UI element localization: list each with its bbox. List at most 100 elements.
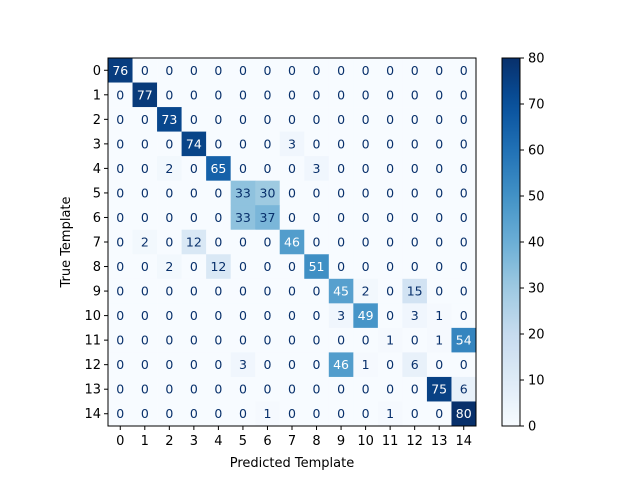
cell-value-label: 0 (165, 308, 173, 323)
cell-value-label: 0 (460, 112, 468, 127)
cell-value-label: 0 (460, 357, 468, 372)
cell-value-label: 0 (435, 161, 443, 176)
heatmap-cell (206, 107, 231, 132)
cell-value-label: 0 (337, 161, 345, 176)
y-tick-label: 1 (93, 88, 101, 103)
heatmap-cell (132, 352, 158, 378)
heatmap-cell (132, 229, 158, 255)
cell-value-label: 0 (141, 308, 149, 323)
heatmap-cell (426, 352, 452, 378)
heatmap-cell (426, 156, 452, 181)
cell-value-label: 0 (386, 308, 394, 323)
cell-value-label: 0 (190, 382, 198, 397)
cell-value-label: 0 (116, 161, 124, 176)
cell-value-label: 77 (137, 87, 153, 102)
cell-value-label: 0 (411, 112, 419, 127)
heatmap-cell (402, 303, 428, 329)
cell-value-label: 0 (337, 259, 345, 274)
heatmap-cell (108, 278, 133, 304)
cell-value-label: 0 (288, 210, 296, 225)
heatmap-cell (157, 327, 182, 353)
heatmap-cell (157, 82, 182, 108)
heatmap-cell (206, 376, 231, 402)
cell-value-label: 0 (386, 357, 394, 372)
cell-value-label: 0 (386, 284, 394, 299)
heatmap-cell (377, 156, 403, 181)
cell-value-label: 0 (288, 357, 296, 372)
heatmap-cell (132, 376, 158, 402)
heatmap-cell (132, 58, 158, 83)
heatmap-cell (328, 352, 354, 378)
cell-value-label: 0 (214, 87, 222, 102)
cell-value-label: 0 (288, 185, 296, 200)
cell-value-label: 0 (263, 87, 271, 102)
heatmap-cell (353, 303, 379, 329)
y-tick-label: 6 (93, 211, 101, 226)
heatmap-cell (279, 131, 305, 157)
heatmap-cell (328, 229, 354, 255)
cell-value-label: 0 (214, 63, 222, 78)
heatmap-cell (279, 58, 305, 83)
cell-value-label: 0 (435, 136, 443, 151)
colorbar-tick-label: 50 (528, 190, 545, 205)
cell-value-label: 0 (386, 235, 394, 250)
cell-value-label: 1 (386, 333, 394, 348)
cell-value-label: 0 (165, 382, 173, 397)
cell-value-label: 0 (141, 185, 149, 200)
cell-value-label: 0 (313, 210, 321, 225)
x-axis-title: Predicted Template (230, 456, 354, 471)
cell-value-label: 0 (313, 333, 321, 348)
x-tick-label: 1 (141, 434, 149, 449)
heatmap-cell (451, 254, 477, 280)
cell-value-label: 46 (284, 235, 300, 250)
cell-value-label: 0 (288, 112, 296, 127)
heatmap-cell (328, 131, 354, 157)
cell-value-label: 0 (411, 87, 419, 102)
cell-value-label: 0 (190, 333, 198, 348)
heatmap-cell (255, 229, 281, 255)
heatmap-cell (206, 229, 231, 255)
y-tick-label: 11 (84, 334, 101, 349)
cell-value-label: 0 (239, 259, 247, 274)
cell-value-label: 0 (313, 382, 321, 397)
heatmap-cell (230, 82, 256, 108)
cell-value-label: 0 (337, 112, 345, 127)
heatmap-cell (206, 303, 231, 329)
heatmap-cell (353, 352, 379, 378)
y-tick-label: 3 (93, 137, 101, 152)
heatmap-cell (206, 82, 231, 108)
heatmap-cell (108, 58, 133, 83)
cell-value-label: 0 (165, 357, 173, 372)
heatmap-cell (206, 180, 231, 206)
x-tick-label: 6 (263, 434, 271, 449)
cell-value-label: 0 (239, 63, 247, 78)
cell-value-label: 0 (460, 284, 468, 299)
cell-value-label: 0 (337, 136, 345, 151)
heatmap-cell (304, 82, 330, 108)
cell-value-label: 0 (141, 210, 149, 225)
cell-value-label: 0 (337, 185, 345, 200)
colorbar-ticks: 0 10 20 30 40 50 60 70 80 (520, 52, 545, 435)
heatmap-cell (328, 180, 354, 206)
cell-value-label: 15 (407, 284, 423, 299)
heatmap-cell (304, 376, 330, 402)
cell-value-label: 0 (288, 333, 296, 348)
heatmap-cell (157, 180, 182, 206)
heatmap-cell (426, 82, 452, 108)
heatmap-cell (206, 352, 231, 378)
heatmap-cell (157, 205, 182, 231)
heatmap-cell (279, 327, 305, 353)
heatmap-cell (426, 278, 452, 304)
cell-value-label: 0 (313, 112, 321, 127)
cell-value-label: 76 (112, 63, 128, 78)
heatmap-cell (230, 180, 256, 206)
cell-value-label: 12 (210, 259, 226, 274)
cell-value-label: 0 (460, 185, 468, 200)
cell-value-label: 0 (313, 185, 321, 200)
heatmap-cell (328, 107, 354, 132)
cell-value-label: 33 (235, 185, 251, 200)
heatmap-cell (353, 156, 379, 181)
y-tick-label: 9 (93, 285, 101, 300)
cell-value-label: 0 (386, 259, 394, 274)
cell-value-label: 0 (141, 357, 149, 372)
